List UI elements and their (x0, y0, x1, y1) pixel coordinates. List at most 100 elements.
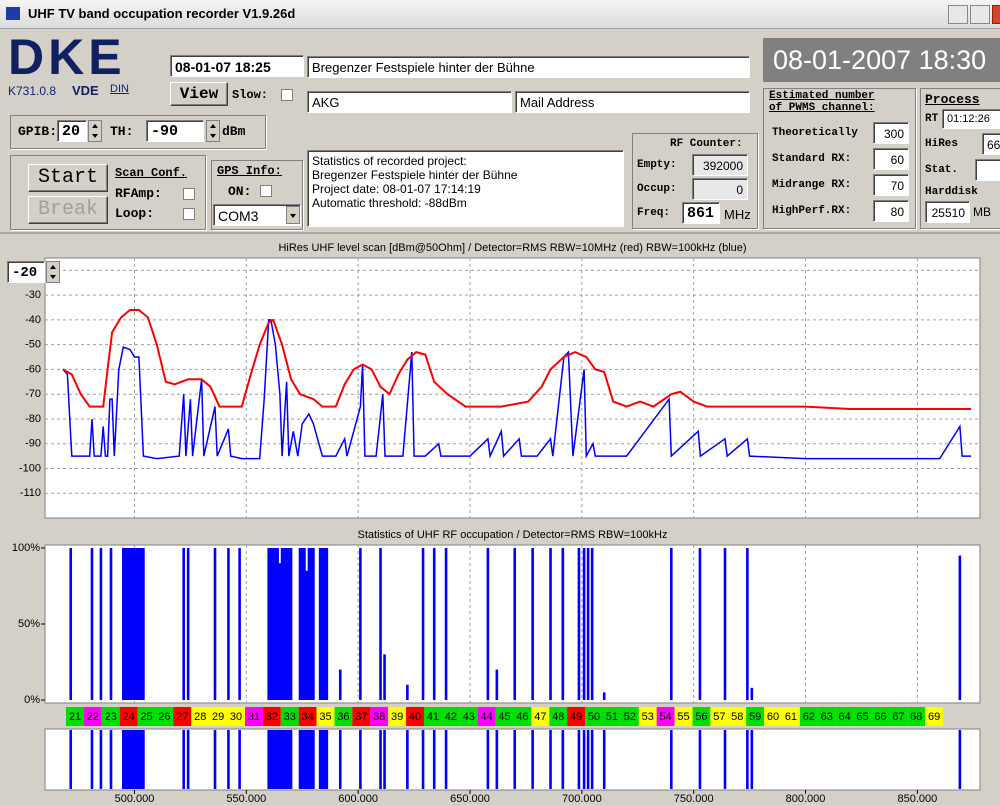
gps-on-checkbox[interactable] (260, 185, 272, 197)
channel-cell (799, 707, 818, 726)
gpib-spinner[interactable] (88, 120, 102, 142)
slow-checkbox[interactable] (281, 89, 293, 101)
y-tick-label: 0% (24, 694, 40, 706)
channel-label: 69 (928, 711, 940, 723)
occupation-bar (280, 548, 284, 700)
occupied-marker (300, 730, 304, 789)
gpib-field[interactable]: 20 (57, 120, 87, 142)
occupied-marker (444, 730, 448, 789)
occupation-bar (723, 548, 727, 700)
channel-cell (495, 707, 514, 726)
y-tick-label: -80 (25, 413, 41, 425)
occupation-bar (577, 548, 581, 700)
pwms-value[interactable]: 60 (873, 148, 909, 170)
ymax-spinner[interactable] (46, 261, 60, 283)
channel-label: 26 (158, 711, 170, 723)
project-date[interactable]: 08-01-07 18:25 (170, 55, 304, 77)
gps-group (211, 160, 303, 230)
occupied-marker (69, 730, 73, 789)
channel-cell (585, 707, 603, 726)
occupied-marker (133, 730, 136, 789)
channel-label: 56 (695, 711, 707, 723)
channel-cell (674, 707, 693, 726)
occupation-bar (323, 548, 326, 700)
occupied-marker (432, 730, 436, 789)
channel-label: 44 (481, 711, 493, 723)
pwms-value[interactable]: 70 (873, 174, 909, 196)
channel-label: 39 (391, 711, 403, 723)
loop-label: Loop: (115, 206, 155, 221)
channel-label: 22 (87, 711, 99, 723)
y-tick-label: -70 (25, 388, 41, 400)
company-field[interactable]: AKG (307, 91, 512, 113)
occupied-marker (383, 730, 386, 789)
occupation-bar (586, 548, 590, 700)
occupied-marker (182, 730, 185, 789)
occupied-marker (602, 730, 606, 789)
channel-cell (316, 707, 335, 726)
th-spinner[interactable] (206, 120, 220, 142)
y-tick-label: -40 (25, 314, 41, 326)
loop-checkbox[interactable] (183, 208, 195, 220)
occupied-marker (561, 730, 565, 789)
occupation-bar (549, 548, 552, 700)
channel-label: 34 (302, 711, 314, 723)
break-button[interactable]: Break (28, 196, 108, 224)
channel-cell (245, 707, 263, 726)
rfamp-label: RFAmp: (115, 186, 162, 201)
memo-line: Statistics of recorded project: (312, 154, 467, 168)
occupation-bar (602, 692, 606, 700)
occupation-bar (303, 548, 306, 700)
occupied-marker (670, 730, 673, 789)
channel-label: 28 (194, 711, 206, 723)
th-label: TH: (110, 124, 134, 139)
maximize-button[interactable] (970, 5, 990, 24)
channel-label: 30 (230, 711, 242, 723)
rfamp-checkbox[interactable] (183, 188, 195, 200)
title-bar: UHF TV band occupation recorder V1.9.26d (0, 0, 1000, 29)
view-button[interactable]: View (170, 82, 228, 106)
occup-label: Occup: (637, 183, 677, 195)
start-button[interactable]: Start (28, 164, 108, 192)
occupied-marker (495, 730, 499, 789)
mail-field[interactable]: Mail Address (515, 91, 750, 113)
channel-cell (746, 707, 765, 726)
com-port-dropdown[interactable] (286, 206, 300, 224)
channel-label: 51 (606, 711, 618, 723)
channel-label: 66 (874, 711, 886, 723)
channel-label: 46 (516, 711, 528, 723)
occupation-bar (69, 548, 73, 700)
pwms-value[interactable]: 300 (873, 122, 909, 144)
channel-label: 48 (552, 711, 564, 723)
channel-cell (173, 707, 192, 726)
channel-cell (603, 707, 621, 726)
occupied-marker (321, 730, 324, 789)
occupation-bar (121, 548, 125, 700)
channel-cell (137, 707, 156, 726)
project-name[interactable]: Bregenzer Festspiele hinter der Bühne (307, 56, 750, 78)
ymax-field[interactable]: -20 (7, 261, 45, 283)
occupation-bar (285, 548, 288, 700)
occupation-bar (312, 548, 315, 700)
minimize-button[interactable] (948, 5, 968, 24)
channel-label: 43 (463, 711, 475, 723)
channel-label: 25 (140, 711, 152, 723)
harddisk-value: 25510 (925, 201, 970, 223)
app-icon (6, 7, 20, 20)
occupied-marker (130, 730, 134, 789)
channel-cell (459, 707, 478, 726)
occupied-marker (549, 730, 552, 789)
memo-line: Bregenzer Festspiele hinter der Bühne (312, 168, 518, 182)
close-button[interactable] (992, 5, 1000, 24)
memo[interactable]: Statistics of recorded project: Bregenze… (307, 150, 624, 227)
com-port-select[interactable]: COM3 (213, 204, 301, 226)
channel-cell (83, 707, 102, 726)
occupied-marker (227, 730, 230, 789)
channel-label: 68 (910, 711, 922, 723)
pwms-value[interactable]: 80 (873, 200, 909, 222)
channel-label: 32 (266, 711, 278, 723)
occupation-bar (698, 548, 702, 700)
th-field[interactable]: -90 (146, 120, 204, 142)
channel-cell (638, 707, 657, 726)
occupation-bar (670, 548, 673, 700)
